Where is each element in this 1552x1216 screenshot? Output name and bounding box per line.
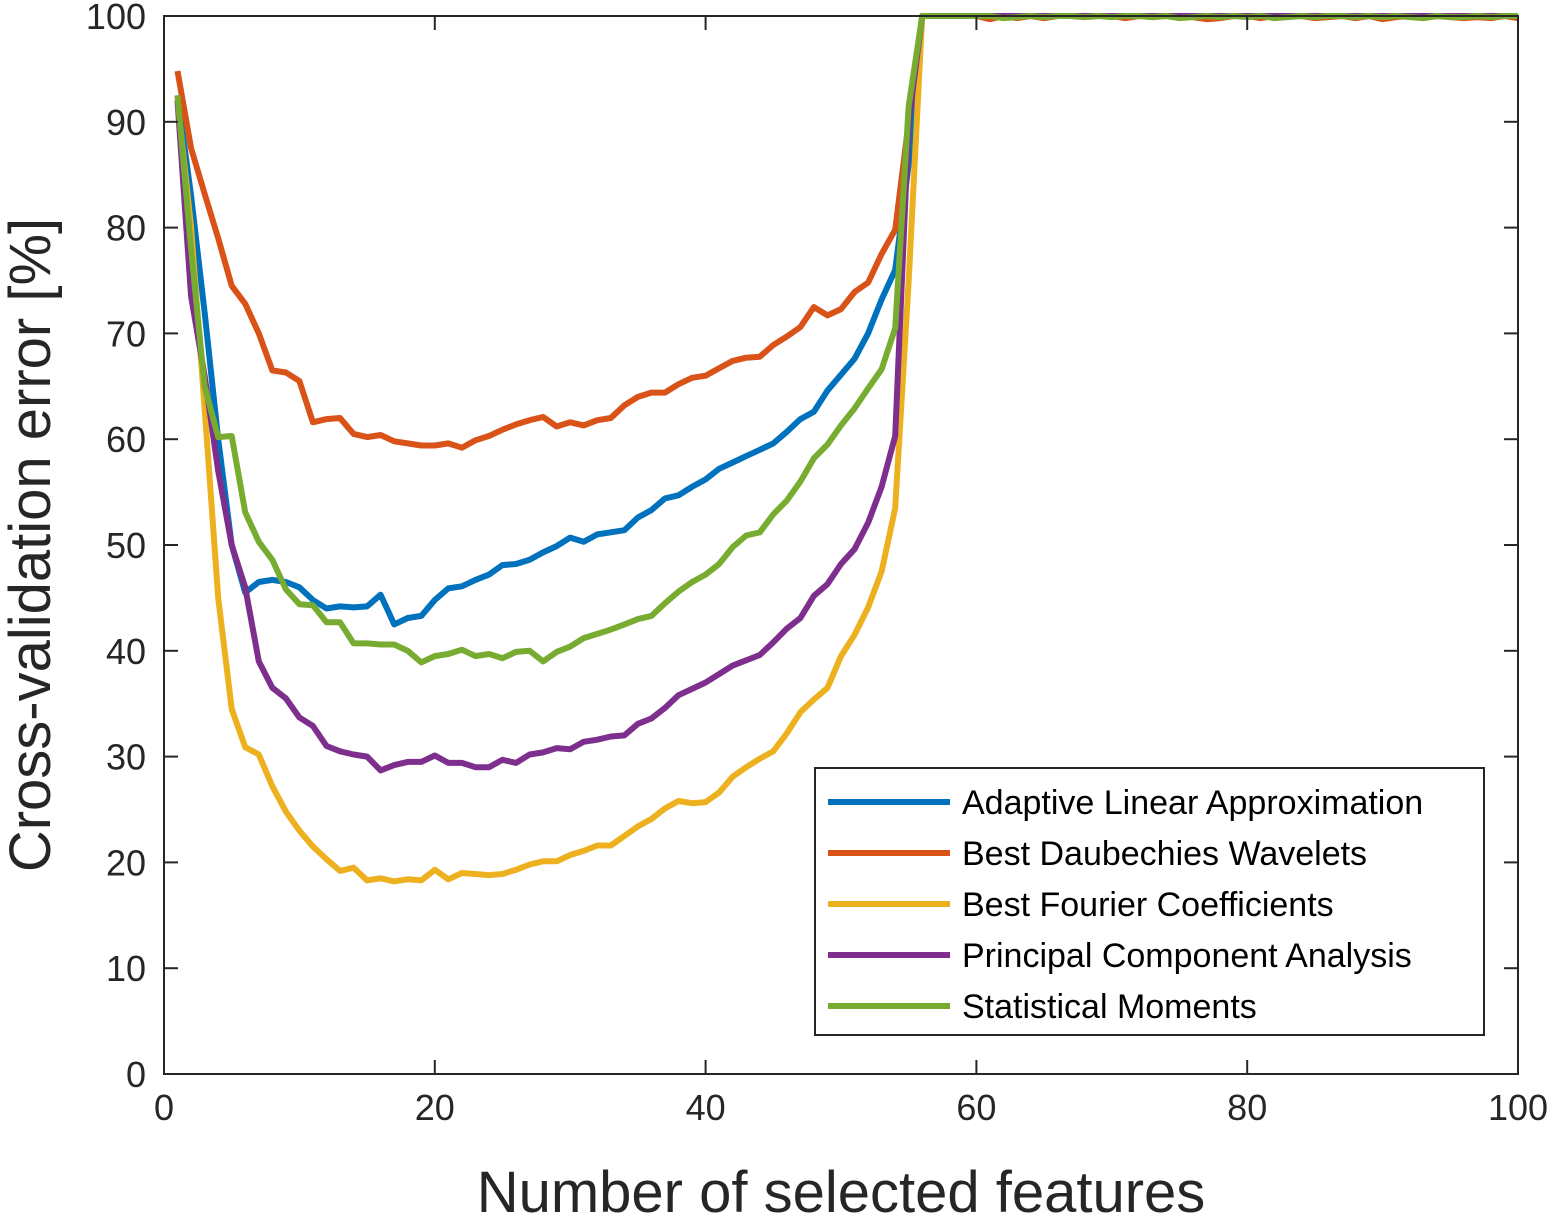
series-line-principal-component-analysis [174, 13, 1518, 774]
ticks-layer: 0 20 40 60 80 100 0 10 20 30 40 50 60 70 80 90 100 [86, 0, 1548, 1128]
y-tick-label: 70 [106, 313, 146, 354]
series-line-best-daubechies-wavelets [174, 13, 1519, 451]
x-tick-label: 40 [686, 1087, 726, 1128]
y-tick-label: 0 [126, 1054, 146, 1095]
y-axis-label: Cross-validation error [%] [0, 218, 63, 872]
y-tick-label: 90 [106, 102, 146, 143]
series-line-adaptive-linear-approximation [174, 13, 1518, 628]
y-tick-label: 100 [86, 0, 146, 37]
y-tick-label: 30 [106, 737, 146, 778]
legend: Adaptive Linear Approximation Best Daubec… [814, 767, 1485, 1036]
legend-entry: Best Fourier Coefficients [962, 886, 1334, 924]
x-tick-label: 100 [1488, 1087, 1548, 1128]
x-tick-label: 20 [415, 1087, 455, 1128]
y-tick-label: 60 [106, 419, 146, 460]
legend-entry: Best Daubechies Wavelets [962, 835, 1367, 873]
x-tick-label: 0 [154, 1087, 174, 1128]
legend-entry: Adaptive Linear Approximation [962, 784, 1423, 822]
legend-entry: Principal Component Analysis [962, 937, 1412, 975]
y-tick-label: 50 [106, 525, 146, 566]
y-tick-label: 20 [106, 842, 146, 883]
y-tick-label: 40 [106, 631, 146, 672]
legend-entry: Statistical Moments [962, 988, 1257, 1026]
x-tick-label: 80 [1227, 1087, 1267, 1128]
x-tick-label: 60 [956, 1087, 996, 1128]
y-tick-label: 80 [106, 208, 146, 249]
series-line-statistical-moments [174, 13, 1518, 666]
x-axis-label: Number of selected features [477, 1160, 1206, 1216]
series-layer [174, 13, 1519, 885]
series-line-best-fourier-coefficients [174, 13, 1518, 885]
y-tick-label: 10 [106, 948, 146, 989]
